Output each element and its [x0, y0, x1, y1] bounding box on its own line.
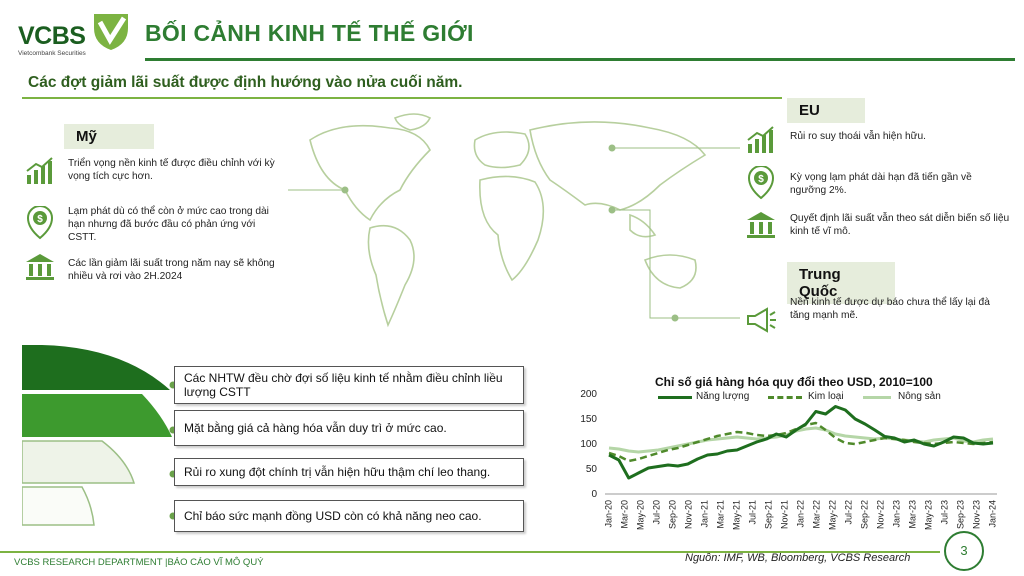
chart-legend: Năng lượng Kim loại Nông sản	[658, 391, 1018, 405]
funnel-item-2: Mặt bằng giá cả hàng hóa vẫn duy trì ở m…	[174, 410, 524, 446]
region-label-us: Mỹ	[64, 124, 154, 149]
china-item-1: Nền kinh tế được dự báo chưa thể lấy lại…	[790, 297, 990, 321]
y-tick-label: 100	[580, 439, 597, 450]
x-tick-label: Jul-23	[939, 500, 949, 525]
svg-text:$: $	[758, 174, 764, 185]
us-item-1: Triển vọng nền kinh tế được điều chỉnh v…	[68, 158, 275, 182]
x-tick-label: Sep-22	[859, 500, 869, 529]
world-map-image	[309, 113, 707, 328]
x-tick-label: Jan-22	[795, 500, 805, 528]
commodity-chart: 0 50 100 150 200 Jan-20 Mar-20 May-20 Jul-20 Sep-…	[580, 389, 997, 530]
x-tick-label: Sep-21	[763, 500, 773, 529]
logo: VCBS Vietcombank Securities	[18, 14, 138, 60]
x-tick-label: Jul-21	[747, 500, 757, 525]
x-tick-label: Mar-22	[811, 500, 821, 529]
x-tick-label: May-21	[731, 500, 741, 530]
us-item-3: Các lần giảm lãi suất trong năm nay sẽ k…	[68, 258, 275, 282]
region-label-eu: EU	[787, 98, 865, 123]
x-tick-label: Nov-21	[779, 500, 789, 529]
x-tick-label: Nov-23	[971, 500, 981, 529]
footer-text: VCBS RESEARCH DEPARTMENT |BÁO CÁO VĨ MÔ …	[14, 557, 264, 568]
funnel-graphic	[22, 345, 172, 526]
us-item-2: Lạm phát dù có thể còn ở mức cao trong d…	[68, 206, 269, 243]
page-number: 3	[944, 531, 984, 571]
subtitle-divider	[22, 97, 782, 99]
x-tick-label: May-23	[923, 500, 933, 530]
title-divider	[145, 58, 1015, 61]
source-note: Nguồn: IMF, WB, Bloomberg, VCBS Research	[685, 552, 911, 564]
legend-metal-label: Kim loại	[808, 391, 844, 402]
x-tick-label: Jul-22	[843, 500, 853, 525]
eu-item-2: Kỳ vọng lạm phát dài hạn đã tiến gần về …	[790, 172, 972, 196]
bank-icon	[747, 212, 775, 238]
x-tick-label: Jan-20	[603, 500, 613, 528]
growth-chart-icon	[26, 157, 53, 184]
region-label-china: Trung Quốc	[787, 262, 895, 304]
legend-metal-swatch	[768, 396, 802, 399]
x-tick-label: Jan-21	[699, 500, 709, 528]
funnel-item-3: Rủi ro xung đột chính trị vẫn hiện hữu t…	[174, 458, 524, 486]
x-tick-label: Jan-24	[987, 500, 997, 528]
chart-title: Chỉ số giá hàng hóa quy đổi theo USD, 20…	[655, 375, 933, 389]
y-tick-label: 150	[580, 414, 597, 425]
y-tick-label: 50	[586, 464, 598, 475]
x-tick-label: Nov-22	[875, 500, 885, 529]
growth-chart-icon	[747, 126, 774, 153]
x-tick-label: Mar-21	[715, 500, 725, 529]
legend-energy-label: Năng lượng	[696, 391, 750, 402]
megaphone-icon	[747, 307, 776, 333]
logo-mark-icon	[94, 14, 128, 50]
eu-item-1: Rủi ro suy thoái vẫn hiện hữu.	[790, 131, 926, 142]
funnel-item-4: Chỉ báo sức mạnh đồng USD còn có khả năn…	[174, 500, 524, 532]
page-title: BỐI CẢNH KINH TẾ THẾ GIỚI	[145, 20, 474, 46]
logo-text: VCBS	[18, 22, 86, 50]
legend-agri-swatch	[863, 396, 891, 399]
x-tick-label: Sep-23	[955, 500, 965, 529]
y-tick-label: 0	[591, 489, 597, 500]
x-tick-label: May-22	[827, 500, 837, 530]
x-tick-label: Mar-20	[619, 500, 629, 529]
x-tick-label: Nov-20	[683, 500, 693, 529]
y-tick-label: 200	[580, 389, 597, 400]
funnel-item-1: Các NHTW đều chờ đợi số liệu kinh tế nhằ…	[174, 366, 524, 404]
legend-agri-label: Nông sản	[898, 391, 941, 402]
page-subtitle: Các đợt giảm lãi suất được định hướng và…	[28, 74, 463, 91]
x-tick-label: Mar-23	[907, 500, 917, 529]
series-line-Năng lượng	[608, 405, 994, 480]
dollar-shield-icon: $	[26, 206, 54, 240]
series-line-Nông sản	[608, 426, 994, 454]
x-tick-label: Jan-23	[891, 500, 901, 528]
x-tick-label: May-20	[635, 500, 645, 530]
bank-icon	[26, 254, 54, 280]
footer-divider	[0, 551, 940, 553]
legend-energy-swatch	[658, 396, 692, 399]
x-tick-label: Jul-20	[651, 500, 661, 525]
eu-item-3: Quyết định lãi suất vẫn theo sát diễn bi…	[790, 213, 1010, 237]
svg-text:$: $	[37, 214, 43, 225]
logo-tagline: Vietcombank Securities	[18, 50, 86, 57]
dollar-shield-icon: $	[747, 166, 775, 200]
x-tick-label: Sep-20	[667, 500, 677, 529]
